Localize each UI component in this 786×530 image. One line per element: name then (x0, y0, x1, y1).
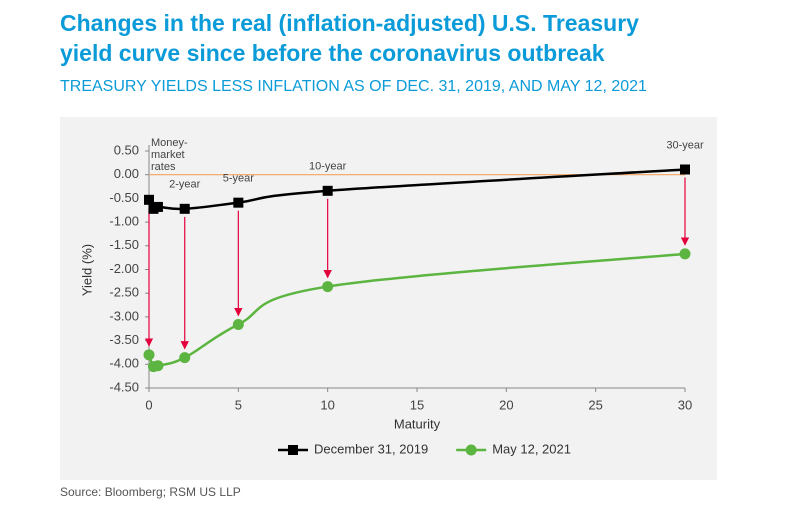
y-tick-label: 0.00 (114, 166, 139, 181)
marker (232, 318, 244, 330)
marker (143, 349, 155, 361)
x-tick-label: 25 (588, 397, 602, 412)
x-tick-label: 0 (145, 397, 152, 412)
chart-subtitle: TREASURY YIELDS LESS INFLATION AS OF DEC… (60, 78, 647, 95)
y-tick-label: -4.00 (109, 356, 139, 371)
chart-title: Changes in the real (inflation-adjusted)… (60, 10, 639, 36)
y-tick-label: -4.50 (109, 379, 139, 394)
annotation: rates (151, 161, 176, 173)
y-tick-label: -1.00 (109, 214, 139, 229)
marker (679, 248, 691, 260)
source: Source: Bloomberg; RSM US LLP (60, 485, 241, 499)
x-tick-label: 5 (235, 397, 242, 412)
y-tick-label: 0.50 (114, 142, 139, 157)
y-tick-label: -0.50 (109, 190, 139, 205)
x-tick-label: 15 (410, 397, 424, 412)
y-tick-label: -2.50 (109, 285, 139, 300)
y-tick-label: -2.00 (109, 261, 139, 276)
marker (233, 197, 244, 208)
marker (179, 352, 191, 364)
annotation: Money- (151, 137, 188, 149)
legend-marker (288, 445, 298, 455)
x-tick-label: 30 (678, 397, 692, 412)
annotation: market (151, 149, 185, 161)
chart-title: yield curve since before the coronavirus… (60, 40, 605, 66)
marker (152, 360, 164, 372)
annotation: 5-year (223, 173, 255, 185)
plot-panel (60, 117, 717, 480)
marker (179, 203, 190, 214)
y-tick-label: -1.50 (109, 237, 139, 252)
marker (144, 194, 154, 205)
marker (322, 281, 334, 293)
x-tick-label: 20 (499, 397, 513, 412)
y-tick-label: -3.50 (109, 332, 139, 347)
annotation: 30-year (666, 139, 704, 151)
annotation: 10-year (309, 161, 347, 173)
legend-label: May 12, 2021 (492, 441, 571, 456)
marker (680, 164, 690, 175)
x-tick-label: 10 (320, 397, 334, 412)
legend-label: December 31, 2019 (314, 441, 428, 456)
x-axis-label: Maturity (394, 416, 441, 431)
y-tick-label: -3.00 (109, 308, 139, 323)
marker (322, 185, 333, 196)
legend-marker (465, 444, 477, 456)
marker (152, 201, 163, 212)
y-axis-label: Yield (%) (79, 244, 94, 296)
annotation: 2-year (169, 179, 201, 191)
